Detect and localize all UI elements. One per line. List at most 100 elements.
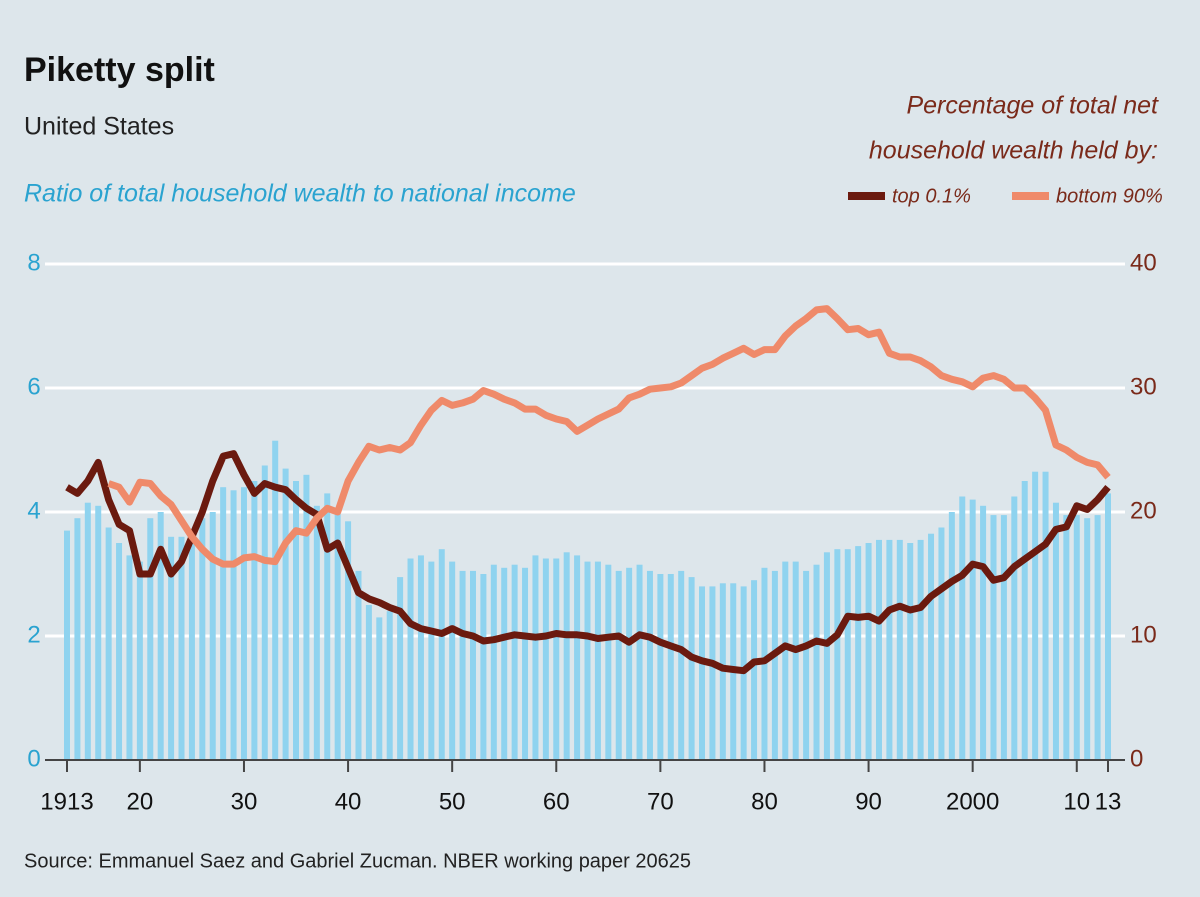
bar xyxy=(886,539,893,760)
bar xyxy=(844,549,851,760)
bar xyxy=(875,539,882,760)
bar xyxy=(313,505,320,760)
bar xyxy=(771,570,778,760)
bar xyxy=(553,558,560,760)
bar xyxy=(345,521,352,760)
bar xyxy=(938,527,945,760)
bar xyxy=(782,561,789,760)
bar xyxy=(95,505,102,760)
bar xyxy=(251,481,258,760)
x-tick-label: 80 xyxy=(751,788,778,815)
bar xyxy=(126,555,133,760)
y-tick-label: 0 xyxy=(27,745,40,772)
bar xyxy=(855,546,862,760)
bar xyxy=(980,505,987,760)
bar xyxy=(865,543,872,760)
y2-tick-label: 40 xyxy=(1130,249,1157,276)
bar xyxy=(636,564,643,760)
x-tick-label: 10 xyxy=(1063,788,1090,815)
bar xyxy=(1021,481,1028,760)
bar xyxy=(1032,471,1039,760)
bar xyxy=(1011,496,1018,760)
bar xyxy=(1052,502,1059,760)
bar xyxy=(1063,515,1070,760)
x-tick-label: 20 xyxy=(127,788,154,815)
bar xyxy=(678,570,685,760)
x-tick-label: 60 xyxy=(543,788,570,815)
bar xyxy=(230,490,237,760)
bar xyxy=(667,574,674,760)
y-tick-label: 6 xyxy=(27,373,40,400)
bar xyxy=(438,549,445,760)
y-tick-label: 4 xyxy=(27,497,40,524)
y2-tick-label: 10 xyxy=(1130,621,1157,648)
y-tick-label: 8 xyxy=(27,249,40,276)
legend-swatch xyxy=(1012,192,1049,200)
bar xyxy=(522,567,529,760)
bar xyxy=(407,558,414,760)
bar xyxy=(917,539,924,760)
bar xyxy=(626,567,633,760)
x-tick-label: 2000 xyxy=(946,788,999,815)
bar xyxy=(116,543,123,760)
bar xyxy=(376,617,383,760)
bar xyxy=(574,555,581,760)
bar xyxy=(699,586,706,760)
x-tick-label: 90 xyxy=(855,788,882,815)
bar xyxy=(469,570,476,760)
x-tick-label: 1913 xyxy=(40,788,93,815)
bar xyxy=(969,499,976,760)
legend-label: bottom 90% xyxy=(1056,185,1163,207)
x-tick-label: 50 xyxy=(439,788,466,815)
y2-tick-label: 20 xyxy=(1130,497,1157,524)
bar xyxy=(792,561,799,760)
bar xyxy=(105,527,112,760)
bar xyxy=(324,493,331,760)
bar xyxy=(896,539,903,760)
bar xyxy=(293,481,300,760)
bar xyxy=(532,555,539,760)
bar xyxy=(168,536,175,760)
bar xyxy=(428,561,435,760)
bar xyxy=(990,515,997,760)
bar xyxy=(907,543,914,760)
bar xyxy=(199,518,206,760)
bar xyxy=(417,555,424,760)
legend-swatch xyxy=(848,192,885,200)
bar xyxy=(220,487,227,760)
bar xyxy=(1084,518,1091,760)
bar xyxy=(1105,493,1111,760)
bar xyxy=(157,512,164,760)
bar xyxy=(501,567,508,760)
bar xyxy=(594,561,601,760)
bar xyxy=(334,512,341,760)
legend-label: top 0.1% xyxy=(892,185,971,207)
x-tick-label: 40 xyxy=(335,788,362,815)
bar xyxy=(563,552,570,760)
bar xyxy=(365,605,372,760)
bar xyxy=(959,496,966,760)
bar xyxy=(64,530,70,760)
bar xyxy=(1073,515,1080,760)
y2-axis-label: Percentage of total net xyxy=(906,92,1159,120)
bar xyxy=(261,465,268,760)
y2-tick-label: 0 xyxy=(1130,745,1143,772)
y2-axis-label: household wealth held by: xyxy=(869,137,1158,165)
x-tick-label: 70 xyxy=(647,788,674,815)
bar xyxy=(74,518,81,760)
x-tick-label: 30 xyxy=(231,788,258,815)
bar xyxy=(282,468,289,760)
bar xyxy=(136,561,143,760)
bar xyxy=(459,570,466,760)
bar xyxy=(615,570,622,760)
bar xyxy=(240,487,247,760)
bar xyxy=(823,552,830,760)
bar xyxy=(688,577,695,760)
bar xyxy=(709,586,716,760)
bar xyxy=(834,549,841,760)
bar xyxy=(147,518,154,760)
bar xyxy=(928,533,935,760)
